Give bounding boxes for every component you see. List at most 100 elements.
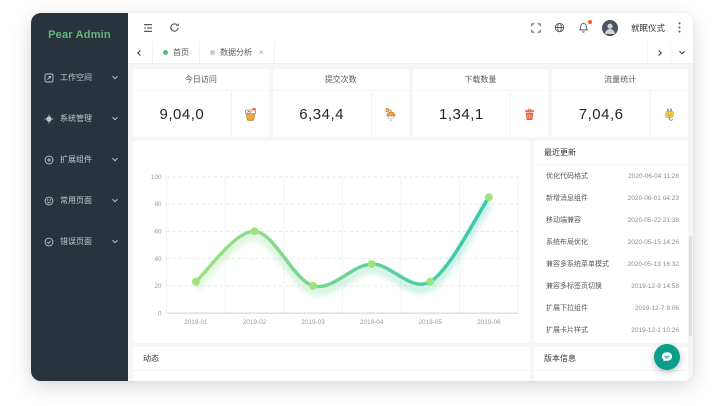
app-logo: Pear Admin	[48, 29, 111, 41]
user-avatar[interactable]	[601, 19, 618, 36]
tab-0[interactable]: 首页	[152, 42, 200, 63]
chevron-down-icon	[112, 155, 118, 161]
svg-text:2019-02: 2019-02	[243, 319, 267, 326]
main-column: 就眠仪式 首页 数据分析 × 今日访问 9,04,0 提交次数 6,34,	[128, 13, 693, 381]
workspace-icon	[44, 73, 54, 83]
tabbar: 首页 数据分析 ×	[128, 42, 693, 64]
update-item-1: 新增消息组件 2020-06-01 04:23	[534, 187, 688, 209]
update-item-6: 扩展下拉组件 2019-12-7 9:06	[534, 297, 688, 319]
chat-bubble-icon	[660, 350, 674, 364]
sidebar-item-3[interactable]: 常用页面	[31, 180, 128, 221]
stats-row: 今日访问 9,04,0 提交次数 6,34,4 下载数量 1,34,1 流量统计 7,04,6	[133, 69, 688, 137]
app-window: Pear Admin 工作空间系统管理扩展组件常用页面错误页面	[31, 13, 693, 381]
sidebar-item-1[interactable]: 系统管理	[31, 98, 128, 139]
svg-text:60: 60	[154, 229, 162, 236]
update-name: 兼容多系统菜单模式	[546, 261, 609, 268]
update-time: 2020-06-01 04:23	[627, 194, 679, 202]
stat-value: 1,34,1	[439, 105, 484, 123]
recent-updates-title: 最近更新	[534, 141, 688, 165]
tab-label: 数据分析	[220, 48, 252, 57]
chevron-down-icon	[112, 237, 118, 243]
tab-status-dot	[163, 50, 168, 55]
recent-updates-card: 最近更新 优化代码格式 2020-06-04 11:28 新增消息组件 2020-06…	[534, 141, 688, 343]
topbar: 就眠仪式	[128, 13, 693, 42]
username[interactable]: 就眠仪式	[630, 22, 665, 33]
sidebar-item-2[interactable]: 扩展组件	[31, 139, 128, 180]
svg-text:2019-05: 2019-05	[418, 319, 442, 326]
update-name: 扩展下拉组件	[546, 305, 588, 312]
plug-icon	[650, 91, 688, 137]
update-item-7: 扩展卡片样式 2019-12-1 10:26	[534, 319, 688, 341]
sidebar: Pear Admin 工作空间系统管理扩展组件常用页面错误页面	[31, 13, 128, 381]
sidebar-item-label: 系统管理	[60, 114, 92, 123]
update-time: 2020-06-04 11:28	[628, 172, 679, 180]
chevron-down-icon	[112, 196, 118, 202]
sidebar-item-label: 错误页面	[60, 237, 92, 246]
trash-icon	[510, 91, 548, 137]
tabs-menu-icon[interactable]	[670, 42, 693, 63]
tab-status-dot	[210, 50, 215, 55]
tab-label: 首页	[173, 48, 189, 57]
update-item-5: 兼容多标签页切换 2019-12-9 14:58	[534, 275, 688, 297]
tab-close-icon[interactable]: ×	[259, 47, 264, 57]
error-icon	[44, 237, 54, 247]
stat-card-3: 流量统计 7,04,6	[552, 69, 688, 137]
update-time: 2020-05-13 16:32	[627, 260, 679, 268]
update-item-4: 兼容多系统菜单模式 2020-05-13 16:32	[534, 253, 688, 275]
line-chart: 0 20 40 60 80 100 2019-01 2019-02 2019-03 2019-04…	[151, 174, 519, 326]
shower-icon	[370, 91, 409, 137]
update-name: 新增消息组件	[546, 195, 588, 202]
more-menu-icon[interactable]	[678, 22, 681, 33]
activity-card: 动态	[133, 347, 530, 381]
version-title: 版本信息	[534, 347, 688, 371]
content-scrollbar[interactable]	[689, 236, 692, 336]
tabs-scroll-right-icon[interactable]	[647, 42, 670, 63]
language-globe-icon[interactable]	[554, 22, 565, 33]
update-item-2: 移动端兼容 2020-05-22 21:38	[534, 209, 688, 231]
sidebar-menu: 工作空间系统管理扩展组件常用页面错误页面	[31, 57, 128, 262]
sidebar-item-0[interactable]: 工作空间	[31, 57, 128, 98]
update-time: 2019-12-7 9:06	[634, 304, 679, 312]
svg-text:2019-03: 2019-03	[301, 319, 325, 326]
support-chat-button[interactable]	[654, 344, 680, 370]
update-name: 系统布局优化	[546, 239, 588, 246]
notification-bell-icon[interactable]	[578, 20, 592, 33]
activity-title: 动态	[133, 347, 530, 371]
extension-icon	[44, 155, 54, 165]
collapse-sidebar-icon[interactable]	[142, 22, 154, 34]
update-name: 扩展卡片样式	[546, 327, 588, 334]
main-row: 0 20 40 60 80 100 2019-01 2019-02 2019-03 2019-04…	[133, 141, 688, 343]
update-name: 兼容多标签页切换	[546, 283, 602, 290]
tabs-scroll-left-icon[interactable]	[128, 42, 152, 63]
system-icon	[44, 114, 54, 124]
visits-chart-card: 0 20 40 60 80 100 2019-01 2019-02 2019-03 2019-04…	[133, 141, 530, 343]
sidebar-item-label: 工作空间	[60, 73, 92, 82]
sidebar-item-4[interactable]: 错误页面	[31, 221, 128, 262]
svg-text:20: 20	[154, 283, 162, 290]
refresh-icon[interactable]	[169, 22, 180, 33]
stat-title: 今日访问	[133, 69, 269, 91]
fullscreen-icon[interactable]	[531, 22, 541, 33]
update-time: 2020-05-15 14:26	[627, 238, 679, 246]
update-item-0: 优化代码格式 2020-06-04 11:28	[534, 165, 688, 187]
chevron-down-icon	[112, 114, 118, 120]
stat-title: 流量统计	[552, 69, 688, 91]
tab-1[interactable]: 数据分析 ×	[200, 42, 275, 63]
svg-text:2019-01: 2019-01	[184, 319, 208, 326]
update-name: 优化代码格式	[546, 173, 588, 180]
notification-badge	[587, 20, 592, 24]
svg-text:40: 40	[154, 256, 162, 263]
pages-icon	[44, 196, 54, 206]
stat-value: 6,34,4	[299, 105, 344, 123]
svg-text:2019-06: 2019-06	[477, 319, 501, 326]
stat-value: 9,04,0	[159, 105, 205, 123]
topbar-right: 就眠仪式	[531, 19, 681, 36]
topbar-left	[142, 22, 180, 34]
sidebar-item-label: 扩展组件	[60, 155, 92, 164]
update-name: 移动端兼容	[546, 217, 581, 224]
svg-text:80: 80	[154, 201, 162, 208]
update-item-3: 系统布局优化 2020-05-15 14:26	[534, 231, 688, 253]
svg-text:2019-04: 2019-04	[360, 319, 384, 326]
recent-updates-list: 优化代码格式 2020-06-04 11:28 新增消息组件 2020-06-01 0…	[534, 165, 688, 343]
